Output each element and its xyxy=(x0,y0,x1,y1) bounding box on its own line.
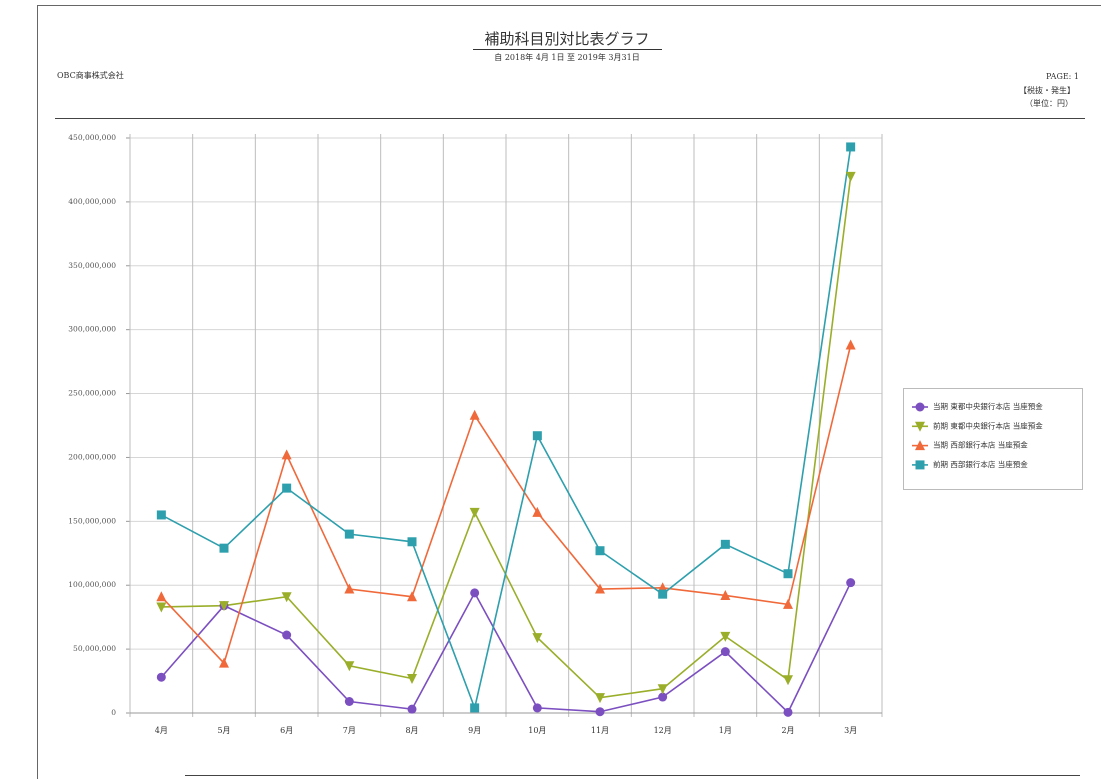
marker xyxy=(845,339,856,350)
page-number: PAGE: 1 xyxy=(1046,72,1079,81)
marker xyxy=(407,674,417,684)
y-tick-label: 200,000,000 xyxy=(68,452,116,461)
marker xyxy=(720,631,731,642)
y-tick-label: 350,000,000 xyxy=(68,261,116,270)
marker xyxy=(281,592,292,603)
marker xyxy=(783,598,793,609)
legend-label: 当期 東都中央銀行本店 当座預金 xyxy=(933,401,1043,411)
marker xyxy=(846,142,856,152)
x-tick-label: 10月 xyxy=(528,726,546,735)
marker xyxy=(344,529,354,539)
x-tick-label: 9月 xyxy=(468,726,481,735)
marker xyxy=(219,601,229,612)
marker xyxy=(470,588,480,598)
marker xyxy=(595,546,605,556)
marker xyxy=(658,589,668,599)
legend-label: 当期 西部銀行本店 当座預金 xyxy=(933,440,1028,450)
marker xyxy=(407,591,417,602)
marker xyxy=(783,707,793,717)
x-tick-label: 1月 xyxy=(719,726,732,735)
y-tick-label: 250,000,000 xyxy=(68,389,116,398)
marker xyxy=(915,402,925,412)
marker xyxy=(469,409,480,420)
marker xyxy=(846,578,856,588)
marker xyxy=(407,704,417,714)
marker xyxy=(595,707,605,717)
marker xyxy=(282,483,292,493)
marker xyxy=(469,507,480,518)
x-tick-label: 2月 xyxy=(781,726,794,735)
marker xyxy=(783,569,793,579)
marker xyxy=(470,703,480,713)
marker xyxy=(344,661,355,672)
x-tick-label: 11月 xyxy=(591,726,609,735)
legend-label: 前期 東都中央銀行本店 当座預金 xyxy=(933,420,1043,430)
marker xyxy=(156,672,166,682)
page-border xyxy=(37,5,1101,779)
marker xyxy=(595,583,605,594)
marker xyxy=(915,421,925,432)
legend-box xyxy=(903,388,1083,490)
x-tick-label: 7月 xyxy=(343,726,356,735)
y-tick-label: 0 xyxy=(111,708,116,717)
report-period: 自 2018年 4月 1日 至 2019年 3月31日 xyxy=(494,52,639,62)
marker xyxy=(344,583,355,594)
marker xyxy=(595,693,605,704)
marker xyxy=(156,510,166,520)
report-title: 補助科目別対比表グラフ xyxy=(484,30,649,48)
marker xyxy=(532,703,542,713)
marker xyxy=(532,506,543,517)
y-tick-label: 300,000,000 xyxy=(68,325,116,334)
series-line xyxy=(160,344,852,665)
tax-note: 【税抜・発生】 xyxy=(1019,85,1075,95)
marker xyxy=(407,537,417,547)
legend-label: 前期 西部銀行本店 当座預金 xyxy=(933,459,1028,469)
x-tick-label: 12月 xyxy=(654,726,672,735)
marker xyxy=(720,539,730,549)
y-tick-label: 50,000,000 xyxy=(73,644,116,653)
company-name: OBC商事株式会社 xyxy=(57,70,124,80)
x-tick-label: 6月 xyxy=(280,726,293,735)
y-tick-label: 150,000,000 xyxy=(68,516,116,525)
marker xyxy=(845,171,856,182)
marker xyxy=(783,675,793,686)
marker xyxy=(219,657,229,668)
marker xyxy=(219,543,229,553)
x-tick-label: 8月 xyxy=(405,726,418,735)
marker xyxy=(281,449,292,460)
series-line xyxy=(160,582,852,714)
marker xyxy=(915,440,925,451)
x-tick-label: 5月 xyxy=(217,726,230,735)
marker xyxy=(915,460,925,470)
unit-note: （単位：円） xyxy=(1025,98,1073,108)
series-line xyxy=(160,146,852,711)
x-tick-label: 4月 xyxy=(155,726,168,735)
x-tick-label: 3月 xyxy=(844,726,857,735)
marker xyxy=(532,633,543,644)
marker xyxy=(156,591,167,602)
marker xyxy=(344,697,354,706)
marker xyxy=(720,647,730,657)
y-tick-label: 450,000,000 xyxy=(68,133,116,142)
marker xyxy=(532,431,542,441)
marker xyxy=(657,684,668,695)
marker xyxy=(720,589,731,600)
marker xyxy=(282,630,292,640)
y-tick-label: 100,000,000 xyxy=(68,580,116,589)
y-tick-label: 400,000,000 xyxy=(68,197,116,206)
marker xyxy=(658,692,668,702)
marker xyxy=(156,602,167,613)
